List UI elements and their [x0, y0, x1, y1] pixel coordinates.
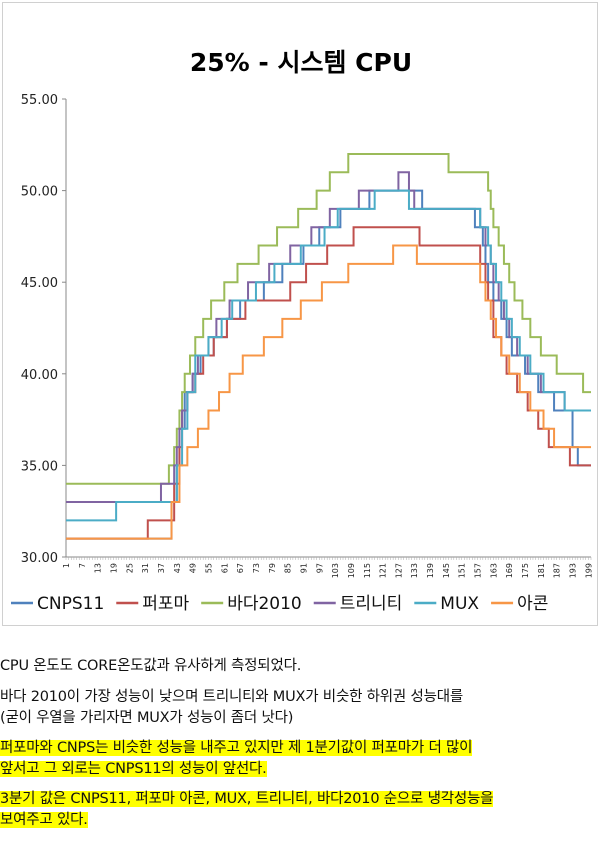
text: CPU 온도도 CORE온도값과 유사하게 측정되었다.	[0, 658, 302, 674]
legend-label: 바다2010	[227, 594, 302, 614]
paragraph-line: 퍼포마와 CNPS는 비슷한 성능을 내주고 있지만 제 1분기값이 퍼포마가 …	[0, 738, 472, 759]
x-tick-label: 127	[394, 563, 403, 578]
paragraph-line: 3분기 값은 CNPS11, 퍼포마 아콘, MUX, 트리니티, 바다2010…	[0, 789, 493, 810]
series-line-아콘	[66, 244, 591, 540]
x-tick-label: 181	[537, 563, 546, 578]
x-tick-label: 157	[474, 563, 483, 578]
x-tick-label: 1	[62, 563, 71, 568]
text: 바다 2010이 가장 성능이 낮으며 트리니티와 MUX가 비슷한 하위권 성…	[0, 689, 464, 705]
x-tick-label: 79	[268, 563, 277, 573]
y-tick-label: 55.00	[21, 93, 58, 108]
x-tick-label: 103	[331, 563, 340, 578]
x-tick-label: 139	[426, 563, 435, 578]
x-tick-label: 133	[410, 563, 419, 578]
x-tick-label: 85	[284, 563, 293, 573]
x-tick-label: 25	[125, 563, 134, 573]
x-tick-label: 55	[204, 563, 213, 573]
x-tick-label: 31	[141, 563, 150, 573]
x-tick-label: 97	[315, 563, 324, 573]
x-tick-label: 169	[505, 563, 514, 578]
series-line-MUX	[66, 189, 591, 522]
highlighted-text: 보여주고 있다.	[0, 812, 88, 828]
x-tick-label: 151	[458, 563, 467, 578]
x-tick-label: 49	[189, 563, 198, 573]
x-tick-label: 121	[379, 563, 388, 578]
line-chart: 25% - 시스템 CPU 30.00 35.00 40.00 45.00 50.00 5…	[11, 48, 593, 614]
y-tick-label: 50.00	[21, 185, 58, 200]
legend-label: CNPS11	[37, 594, 104, 614]
x-tick-label: 187	[553, 563, 562, 578]
paragraph-line: CPU 온도도 CORE온도값과 유사하게 측정되었다.	[0, 656, 301, 677]
x-tick-label: 175	[521, 563, 530, 578]
highlighted-text: 퍼포마와 CNPS는 비슷한 성능을 내주고 있지만 제 1분기값이 퍼포마가 …	[0, 740, 473, 756]
paragraph-line: 바다 2010이 가장 성능이 낮으며 트리니티와 MUX가 비슷한 하위권 성…	[0, 687, 463, 708]
chart-container: 25% - 시스템 CPU 30.00 35.00 40.00 45.00 50.00 5…	[2, 2, 598, 626]
x-tick-label: 43	[173, 563, 182, 573]
text: (굳이 우열을 가리자면 MUX가 성능이 좀더 낫다)	[0, 710, 294, 726]
highlighted-text: 앞서고 그 외로는 CNPS11의 성능이 앞선다.	[0, 761, 267, 777]
x-tick-label: 163	[489, 563, 498, 578]
x-tick-label: 115	[363, 563, 372, 578]
legend-label: MUX	[440, 594, 479, 614]
y-tick-label: 30.00	[21, 551, 58, 566]
highlighted-text: 3분기 값은 CNPS11, 퍼포마 아콘, MUX, 트리니티, 바다2010…	[0, 791, 494, 807]
chart-title: 25% - 시스템 CPU	[190, 48, 412, 77]
y-tick-label: 35.00	[21, 459, 58, 474]
y-tick-label: 45.00	[21, 276, 58, 291]
legend-label: 아콘	[517, 594, 548, 614]
x-tick-label: 193	[569, 563, 578, 578]
legend-label: 트리니티	[340, 594, 403, 614]
legend-label: 퍼포마	[142, 594, 189, 614]
paragraph-line: 보여주고 있다.	[0, 810, 88, 831]
x-tick-label: 19	[109, 563, 118, 573]
series-line-퍼포마	[66, 226, 591, 540]
series-line-CNPS11	[66, 189, 591, 540]
x-tick-label: 61	[220, 563, 229, 573]
x-tick-label: 91	[299, 563, 308, 573]
paragraph-line: 앞서고 그 외로는 CNPS11의 성능이 앞선다.	[0, 759, 267, 780]
x-tick-label: 67	[236, 563, 245, 573]
series-line-바다2010	[66, 152, 591, 485]
x-tick-label: 145	[442, 563, 451, 578]
x-tick-label: 13	[94, 563, 103, 573]
x-tick-label: 7	[78, 563, 87, 568]
paragraph-line: (굳이 우열을 가리자면 MUX가 성능이 좀더 낫다)	[0, 708, 293, 729]
y-tick-label: 40.00	[21, 368, 58, 383]
x-tick-label: 109	[347, 563, 356, 578]
x-tick-label: 199	[584, 563, 593, 578]
x-tick-label: 73	[252, 563, 261, 573]
x-tick-label: 37	[157, 563, 166, 573]
